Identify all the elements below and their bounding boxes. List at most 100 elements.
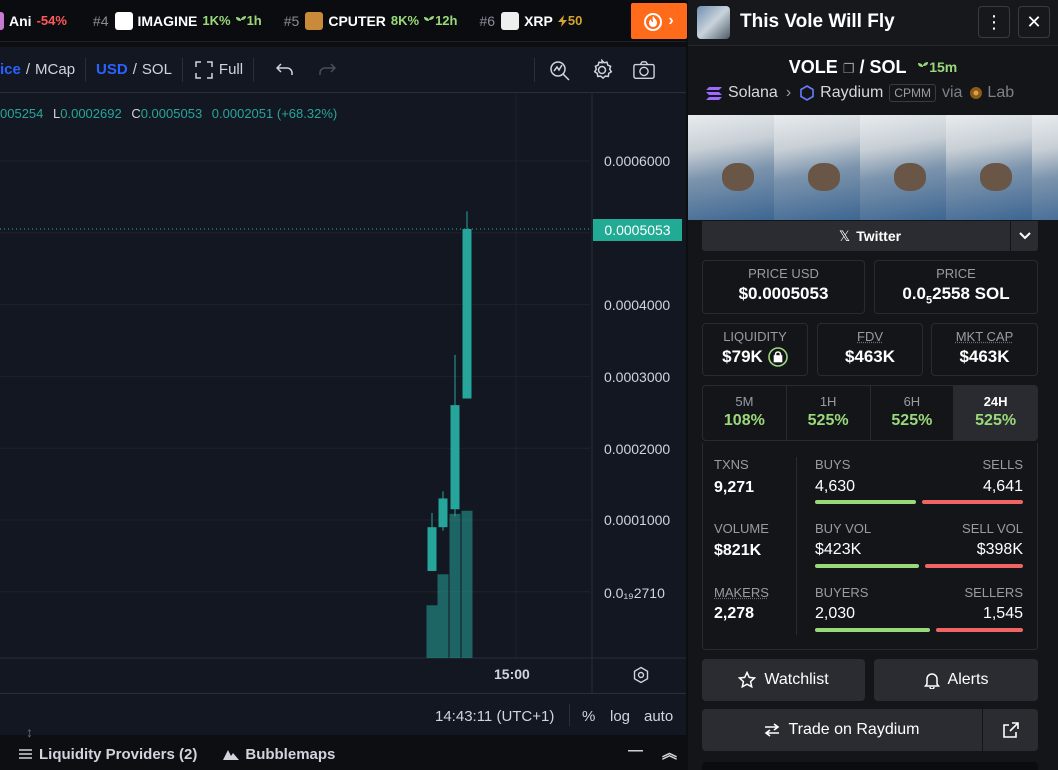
axis-settings-icon[interactable] [632,666,650,684]
fullscreen-label[interactable]: Full [218,61,244,78]
chart-clock[interactable]: 14:43:11 (UTC+1) [435,708,555,725]
candle-body [462,228,472,399]
auto-scale-toggle[interactable]: auto [644,708,674,725]
sprout-icon [235,15,246,26]
candle-body [450,405,460,510]
ticker-name: Ani [9,12,32,29]
trade-button[interactable]: Trade on Raydium [702,709,982,751]
panel-bottom-edge [702,762,1038,770]
sell-vol-label: SELL VOL [962,521,1023,536]
lock-icon[interactable] [768,347,788,367]
ohlc-change: 0.0002051 (+68.32%) [211,106,338,121]
pair-age-text: 15m [929,59,958,75]
y-tick-label: 0.0₁₉2710 [604,585,665,601]
usd-toggle[interactable]: USD [96,61,128,78]
pair-age: 15m [917,59,957,75]
token-avatar [697,6,730,39]
log-scale-toggle[interactable]: log [610,708,631,725]
chart-toolbar: ice / MCap USD / SOL Full [0,47,686,93]
mcap-toggle[interactable]: MCap [35,61,76,78]
liquidity-providers-tab[interactable]: Liquidity Providers (2) [18,746,197,763]
bottom-tabs: ↕ Liquidity Providers (2) Bubblemaps — ︽ [0,724,686,770]
buy-vol-ratio-bar [815,564,920,568]
banner-tile [1032,115,1058,220]
trending-toggle-button[interactable]: › [631,3,687,39]
pair-name: VOLE ❐ / SOL 15m [688,57,1058,78]
banner-tile [946,115,1032,220]
makers-value: 2,278 [714,605,755,622]
mcap-card: MKT CAP $463K [931,323,1038,376]
chain-name[interactable]: Solana [728,84,778,101]
ohlc-open: 005254 [0,106,44,121]
volume-bar [437,574,449,658]
ticker-item-xrp[interactable]: #6 XRP 50 [479,11,583,30]
sellers-ratio-bar [936,628,1023,632]
price-toggle[interactable]: ice [0,61,21,78]
raydium-icon [800,85,814,101]
sprout-icon [918,62,929,72]
liquidity-card: LIQUIDITY $79K [702,323,808,376]
redo-icon[interactable] [316,59,338,81]
pair-info-panel: This Vole Will Fly ⋮ ✕ VOLE ❐ / SOL 15m … [688,0,1058,770]
lab-icon [970,87,983,99]
price-usd-card: PRICE USD $0.0005053 [702,260,865,314]
alerts-button[interactable]: Alerts [874,659,1038,701]
ticker-item-cputer[interactable]: #5 CPUTER 8K% 12h [284,11,457,30]
close-panel-button[interactable]: ✕ [1018,6,1050,38]
open-external-button[interactable] [983,709,1038,751]
ohlc-close-key: C [131,106,141,121]
ticker-age-text: 50 [567,13,583,28]
liquidity-amount: $79K [722,347,763,366]
pair-base[interactable]: VOLE [788,57,838,77]
ticker-item-imagine[interactable]: #4 IMAGINE 1K% 1h [93,11,262,30]
bubblemaps-tab[interactable]: Bubblemaps [223,746,335,763]
socials-dropdown-button[interactable] [1010,221,1038,251]
fullscreen-icon[interactable] [193,59,215,81]
tab-change: 525% [891,412,933,429]
price-sol-label: PRICE [936,266,976,281]
price-usd-value: $0.0005053 [738,284,829,303]
price-chart[interactable]: 005254 L0.0002692 C0.0005053 0.0002051 (… [0,93,686,693]
watchlist-button[interactable]: Watchlist [702,659,865,701]
bubblemaps-icon [223,750,240,760]
buys-value: 4,630 [815,478,856,495]
ticker-item-ani[interactable]: Ani -54% [0,11,71,30]
indicator-search-icon[interactable] [549,59,571,81]
volume-value: $821K [714,542,762,559]
mcap-label[interactable]: MKT CAP [955,329,1014,344]
price-sol-card: PRICE 0.052558 SOL [874,260,1038,314]
lab-label[interactable]: Lab [987,84,1015,101]
twitter-link[interactable]: 𝕏 Twitter [702,221,1038,251]
more-options-button[interactable]: ⋮ [978,6,1010,38]
settings-gear-icon[interactable] [591,58,613,81]
x-logo-icon: 𝕏 [838,227,851,244]
tab-24h[interactable]: 24H 525% [954,386,1037,440]
camera-icon[interactable] [633,59,655,81]
sellers-value: 1,545 [982,605,1023,622]
copy-icon[interactable]: ❐ [842,61,855,76]
dex-name[interactable]: Raydium [820,84,884,101]
trade-label: Trade on Raydium [788,721,920,738]
tab-change: 108% [723,412,765,429]
fdv-label[interactable]: FDV [857,329,883,344]
toolbar-divider [85,57,87,82]
ohlc-legend: 005254 L0.0002692 C0.0005053 0.0002051 (… [0,106,337,121]
sol-toggle[interactable]: SOL [141,61,172,78]
ticker-rank: #6 [479,12,496,29]
tab-6h[interactable]: 6H 525% [871,386,955,440]
resize-handle-icon[interactable]: ↕ [26,724,33,740]
volume-bar [426,605,438,658]
volume-bar [461,510,473,658]
makers-label[interactable]: MAKERS [714,585,769,600]
undo-icon[interactable] [274,59,296,81]
minimize-icon[interactable]: — [628,742,643,759]
expand-up-icon[interactable]: ︽ [662,745,678,762]
price-sol-value: 0.052558 SOL [875,284,1037,306]
banner-tile [860,115,946,220]
percent-scale-toggle[interactable]: % [582,708,596,725]
y-tick-label: 0.0001000 [604,512,671,528]
tab-5m[interactable]: 5M 108% [703,386,787,440]
tab-1h[interactable]: 1H 525% [787,386,871,440]
alerts-label: Alerts [947,671,989,688]
ticker-name: IMAGINE [137,12,198,29]
